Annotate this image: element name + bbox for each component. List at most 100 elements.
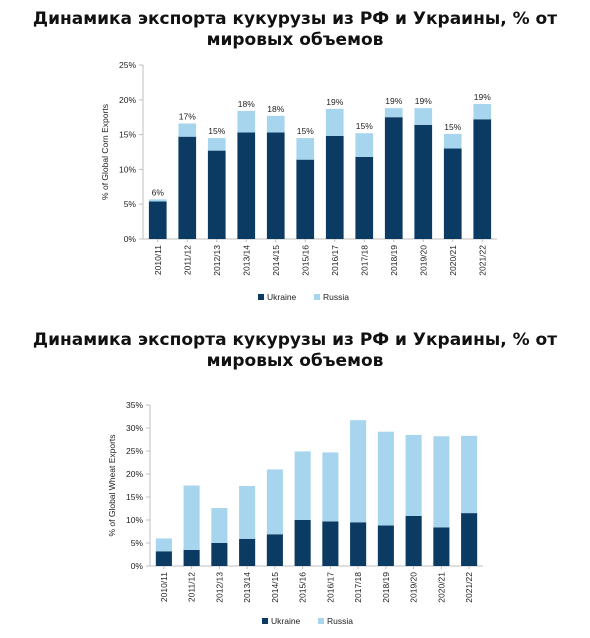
data-label: 17% [179, 111, 196, 121]
bar-russia [405, 434, 422, 516]
x-tick-label: 2018/19 [381, 572, 391, 603]
data-label: 19% [385, 96, 402, 106]
bar-russia [155, 538, 172, 552]
bar-ukraine [350, 522, 367, 566]
corn-exports-chart: 0% 5% 10% 15% 20% 25% % of Global Corn Exports… [100, 60, 497, 302]
bar-russia [433, 436, 450, 528]
bar-ukraine [155, 551, 172, 566]
bar-russia [473, 103, 492, 120]
x-tick-label: 2016/17 [325, 572, 335, 603]
bar-russia [239, 485, 256, 539]
data-label: 15% [444, 122, 461, 132]
x-tick-label: 2015/16 [298, 572, 308, 603]
bar-russia [211, 508, 228, 543]
data-label: 15% [356, 121, 373, 131]
y-tick-label: 0% [131, 561, 144, 571]
y-tick-label: 0% [124, 234, 137, 244]
y-tick-label: 15% [119, 130, 136, 140]
x-tick-label: 2013/14 [241, 245, 251, 276]
bar-russia [178, 123, 197, 137]
bar-russia [443, 133, 462, 149]
bar-ukraine [239, 538, 256, 566]
bar-russia [237, 110, 256, 133]
data-label: 18% [267, 104, 284, 114]
bar-russia [384, 108, 403, 118]
bar-ukraine [266, 132, 285, 239]
y-tick-label: 25% [126, 446, 143, 456]
bar-russia [461, 435, 478, 514]
data-label: 6% [152, 187, 165, 197]
x-tick-label: 2017/18 [359, 245, 369, 276]
y-tick-label: 30% [126, 423, 143, 433]
bar-ukraine [322, 521, 339, 566]
x-tick-label: 2021/22 [477, 245, 487, 276]
bar-russia [325, 108, 344, 136]
x-tick-label: 2015/16 [300, 245, 310, 276]
x-tick-label: 2017/18 [353, 572, 363, 603]
legend-swatch-russia [318, 618, 324, 624]
chart-2-title: Динамика экспорта кукурузы из РФ и Украи… [32, 330, 558, 371]
data-label: 19% [326, 97, 343, 107]
x-tick-label: 2010/11 [159, 572, 169, 602]
bar-ukraine [414, 124, 433, 239]
y-tick-label: 15% [126, 492, 143, 502]
data-label: 19% [474, 92, 491, 102]
y-axis-label: % of Global Corn Exports [100, 104, 110, 200]
bar-ukraine [237, 132, 256, 239]
x-tick-label: 2013/14 [242, 572, 252, 603]
bar-russia [266, 115, 285, 133]
x-tick-label: 2014/15 [271, 245, 281, 276]
bar-ukraine [325, 135, 344, 239]
bar-russia [322, 452, 339, 522]
x-tick-label: 2016/17 [330, 245, 340, 276]
y-tick-label: 5% [131, 538, 144, 548]
bar-ukraine [377, 525, 394, 566]
x-tick-label: 2014/15 [270, 572, 280, 603]
bar-russia [183, 485, 200, 550]
bar-ukraine [355, 156, 374, 239]
bar-ukraine [461, 513, 478, 566]
legend-swatch-ukraine [258, 294, 264, 300]
x-tick-label: 2012/13 [212, 245, 222, 276]
bar-ukraine [384, 117, 403, 239]
x-tick-label: 2021/22 [464, 572, 474, 603]
bar-ukraine [266, 534, 283, 566]
x-tick-label: 2018/19 [389, 245, 399, 276]
bar-russia [377, 431, 394, 526]
x-tick-label: 2019/20 [409, 572, 419, 603]
legend-label-ukraine: Ukraine [271, 616, 301, 626]
y-tick-label: 10% [119, 164, 136, 174]
bar-russia [350, 420, 367, 523]
bar-ukraine [178, 136, 197, 239]
bar-ukraine [148, 201, 167, 239]
y-tick-label: 5% [124, 199, 137, 209]
chart-1-title: Динамика экспорта кукурузы из РФ и Украи… [32, 9, 558, 50]
x-tick-label: 2011/12 [187, 572, 197, 602]
bar-russia [414, 108, 433, 125]
y-tick-label: 10% [126, 515, 143, 525]
x-tick-label: 2019/20 [418, 245, 428, 276]
bar-russia [296, 138, 315, 160]
legend-swatch-ukraine [262, 618, 268, 624]
x-tick-label: 2020/21 [436, 572, 446, 603]
y-tick-label: 20% [126, 469, 143, 479]
x-tick-label: 2011/12 [182, 245, 192, 275]
bar-ukraine [183, 549, 200, 566]
bar-russia [207, 138, 226, 151]
wheat-exports-chart: 0% 5% 10% 15% 20% 25% 30% 35% % of Global Wheat … [107, 400, 483, 626]
bar-ukraine [433, 527, 450, 566]
bar-russia [266, 469, 283, 535]
bar-ukraine [294, 520, 311, 566]
bar-ukraine [473, 119, 492, 239]
data-label: 19% [415, 96, 432, 106]
data-label: 18% [238, 99, 255, 109]
x-tick-label: 2010/11 [153, 245, 163, 275]
legend-swatch-russia [314, 294, 320, 300]
legend-label-russia: Russia [327, 616, 353, 626]
x-tick-label: 2020/21 [448, 245, 458, 276]
data-label: 15% [208, 126, 225, 136]
bar-ukraine [207, 150, 226, 239]
bar-ukraine [296, 159, 315, 239]
bar-russia [148, 199, 167, 202]
bar-ukraine [211, 543, 228, 566]
